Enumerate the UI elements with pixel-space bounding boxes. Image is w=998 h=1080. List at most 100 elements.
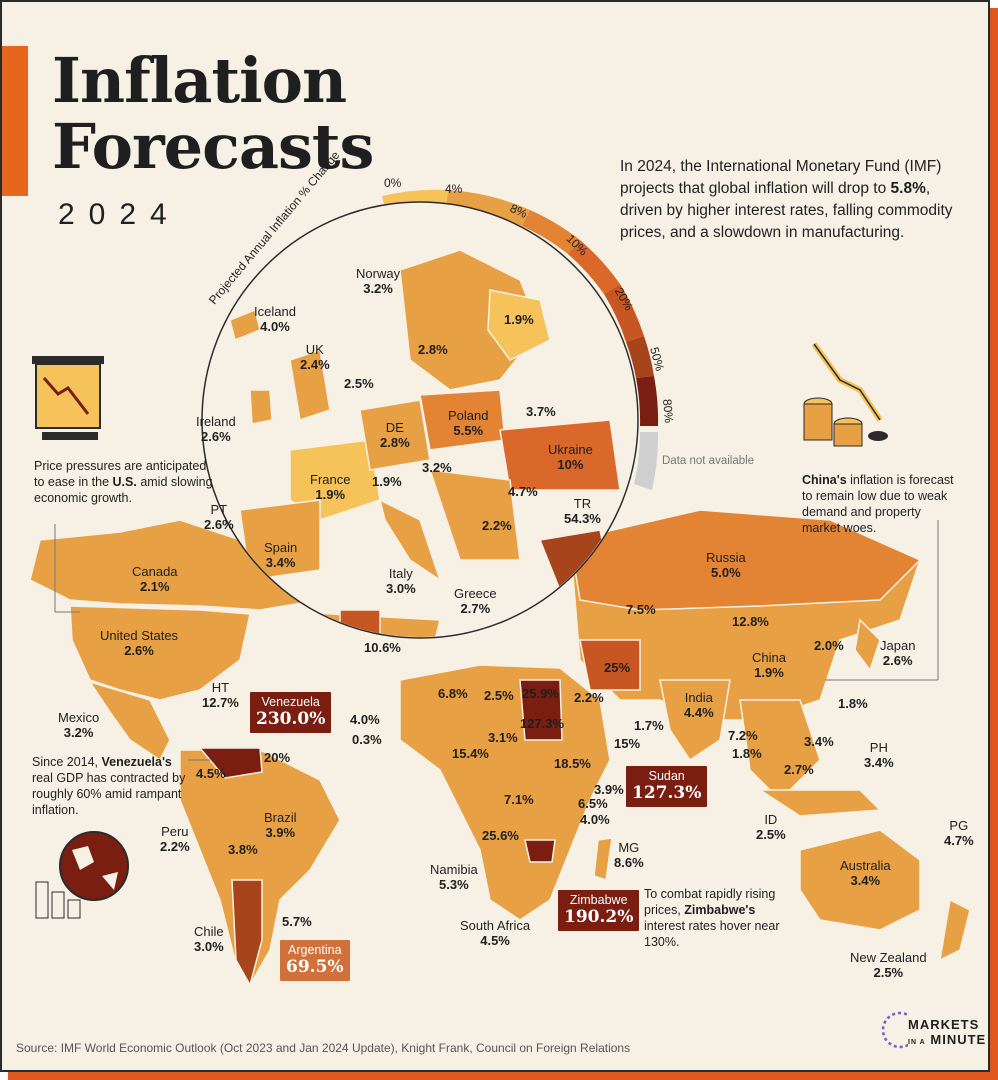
- label-pakistan: 25%: [604, 660, 631, 675]
- russia-shape: [569, 509, 922, 611]
- title-accent-bar: [2, 46, 28, 196]
- legend-seg-na: [634, 432, 659, 490]
- label-canada: Canada 2.1%: [132, 564, 178, 594]
- label-germany: DE 2.8%: [380, 420, 410, 450]
- italy-shape: [378, 498, 442, 582]
- intro-part-2: , driven by higher interest rates, falli…: [620, 180, 953, 241]
- label-kazakhstan: 7.5%: [626, 602, 656, 617]
- france-shape: [289, 439, 381, 521]
- label-korea: 2.0%: [814, 638, 844, 653]
- label-guyana: 20%: [264, 750, 291, 765]
- label-png: PG 4.7%: [944, 818, 974, 848]
- legend-seg-10: [568, 240, 620, 294]
- melting-globe-icon: [35, 831, 129, 919]
- label-chad: 3.1%: [488, 730, 518, 745]
- brand-logo-text: MARKETS IN A MINUTE: [908, 1017, 986, 1050]
- label-indonesia: ID 2.5%: [756, 812, 786, 842]
- balkans-shape: [428, 469, 521, 561]
- legend-seg-4: [446, 190, 530, 226]
- iceland-shape: [229, 308, 261, 342]
- label-australia: Australia 3.4%: [840, 858, 891, 888]
- label-india: India 4.4%: [684, 690, 714, 720]
- legend-seg-50: [626, 336, 654, 378]
- label-france: France 1.9%: [310, 472, 351, 502]
- label-netherlands: 2.5%: [344, 376, 374, 391]
- brand-small: IN A: [908, 1039, 926, 1046]
- label-brazil: Brazil 3.9%: [264, 810, 297, 840]
- label-nigeria: 15.4%: [452, 746, 489, 761]
- label-madagascar: MG 8.6%: [614, 840, 644, 870]
- label-w-africa-2: 0.3%: [352, 732, 382, 747]
- note-venezuela: Since 2014, Venezuela's real GDP has con…: [32, 755, 186, 817]
- intro-bold: 5.8%: [890, 180, 926, 197]
- label-italy: Italy 3.0%: [386, 566, 416, 596]
- highlight-sudan: Sudan 127.3%: [626, 766, 708, 807]
- label-taiwan: 1.8%: [838, 696, 868, 711]
- title-line-2: Forecasts: [52, 110, 374, 183]
- label-philippines-val: 3.4%: [804, 734, 834, 749]
- legend-seg-20: [604, 284, 644, 342]
- label-belarus: 3.7%: [526, 404, 556, 419]
- label-norway: Norway 3.2%: [356, 266, 401, 296]
- madagascar-shape: [593, 837, 613, 881]
- label-russia: Russia 5.0%: [706, 550, 746, 580]
- brand-line-1: MARKETS: [908, 1017, 980, 1032]
- label-namibia: Namibia 5.3%: [430, 862, 478, 892]
- highlight-venezuela: Venezuela 230.0%: [250, 692, 332, 733]
- label-japan: Japan 2.6%: [880, 638, 916, 668]
- label-bulgaria: 2.2%: [482, 518, 512, 533]
- label-libya: 10.6%: [364, 640, 401, 655]
- label-mongolia: 12.8%: [732, 614, 769, 629]
- label-angola: 25.6%: [482, 828, 519, 843]
- title-year: 2024: [58, 198, 181, 231]
- intro-part-1: In 2024, the International Monetary Fund…: [620, 158, 942, 197]
- label-paraguay: 5.7%: [282, 914, 312, 929]
- note-us: Price pressures are anticipated to ease …: [34, 459, 213, 505]
- se-asia-shape: [739, 699, 821, 802]
- label-spain: Spain 3.4%: [264, 540, 298, 570]
- brand-line-2: MINUTE: [930, 1032, 987, 1047]
- label-vietnam: 1.8%: [732, 746, 762, 761]
- label-haiti: HT 12.7%: [202, 680, 239, 710]
- label-finland: 1.9%: [504, 312, 534, 327]
- note-zimbabwe: To combat rapidly rising prices, Zimbabw…: [644, 887, 780, 949]
- label-ethiopia: 18.5%: [554, 756, 591, 771]
- legend-seg-8: [522, 210, 580, 254]
- label-w-africa-1: 4.0%: [350, 712, 380, 727]
- label-drc: 7.1%: [504, 792, 534, 807]
- label-peru: Peru 2.2%: [160, 824, 190, 854]
- label-kenya: 3.9%: [594, 782, 624, 797]
- label-malaysia: 2.7%: [784, 762, 814, 777]
- legend-na-label: Data not available: [662, 455, 755, 467]
- usa-shape: [69, 605, 251, 701]
- highlight-zimbabwe: Zimbabwe 190.2%: [558, 890, 640, 931]
- label-saudi: 2.2%: [574, 690, 604, 705]
- label-china: China 1.9%: [752, 650, 786, 680]
- legend-tick-4: 4%: [445, 182, 463, 196]
- label-thailand: 7.2%: [728, 728, 758, 743]
- south-america-shape: [179, 749, 341, 987]
- label-new-zealand: New Zealand 2.5%: [850, 950, 927, 980]
- label-greece: Greece 2.7%: [454, 586, 497, 616]
- finland-shape: [487, 289, 551, 361]
- sudan-shape: [519, 679, 563, 741]
- label-niger: 2.5%: [484, 688, 514, 703]
- label-uk: UK 2.4%: [300, 342, 330, 372]
- label-poland: Poland 5.5%: [448, 408, 489, 438]
- note-china: China's inflation is forecast to remain …: [802, 473, 954, 535]
- uk-shape: [289, 349, 331, 421]
- label-ukraine: Ukraine 10%: [548, 442, 593, 472]
- mexico-shape: [88, 680, 171, 762]
- ukraine-shape: [499, 419, 621, 491]
- label-turkey: TR 54.3%: [564, 496, 601, 526]
- label-mexico: Mexico 3.2%: [58, 710, 100, 740]
- brand-logo-icon: [881, 1011, 908, 1049]
- germany-shape: [359, 399, 431, 471]
- label-colombia: 4.5%: [196, 766, 226, 781]
- india-shape: [659, 679, 731, 762]
- new-zealand-shape: [939, 898, 971, 962]
- ireland-shape: [249, 389, 273, 425]
- coins-arrow-icon: [803, 342, 888, 447]
- legend-tick-80: 80%: [659, 398, 677, 424]
